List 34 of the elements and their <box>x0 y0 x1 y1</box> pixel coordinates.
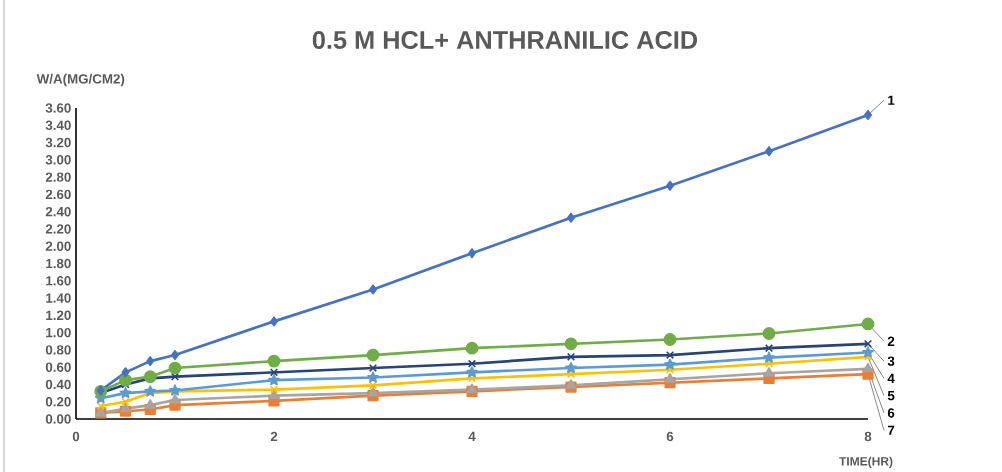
y-tick-label: 0.20 <box>45 397 71 407</box>
y-tick-label: 0.80 <box>45 345 71 355</box>
y-tick-label: 1.60 <box>46 276 71 286</box>
y-tick-label: 2.20 <box>45 224 71 234</box>
x-tick-label: 4 <box>468 431 476 441</box>
series-label: 1 <box>888 95 895 105</box>
y-tick-label: 2.60 <box>45 189 71 200</box>
y-tick-label: 2.00 <box>45 241 71 251</box>
x-tick-label: 6 <box>666 431 674 442</box>
y-tick-label: 1.00 <box>46 327 71 338</box>
x-tick-label: 0 <box>72 431 80 442</box>
y-tick-label: 0.60 <box>45 362 71 372</box>
y-axis-title: W/A(MG/CM2) <box>36 73 125 87</box>
chart-title: 0.5 M HCL+ ANTHRANILIC ACID <box>312 31 698 49</box>
text: 7 <box>887 425 895 435</box>
y-tick-label: 3.60 <box>45 103 71 113</box>
x-axis-title: TIME(HR) <box>839 456 893 468</box>
y-tick-label: 0.00 <box>45 414 71 424</box>
series-label: 2 <box>887 336 895 346</box>
y-tick-label: 3.20 <box>45 137 71 148</box>
text: 5 <box>887 391 895 401</box>
y-tick-label: 2.40 <box>45 206 71 217</box>
y-tick-label: 1.80 <box>46 258 71 269</box>
x-tick-label: 8 <box>864 431 872 442</box>
y-tick-label: 1.40 <box>46 293 71 303</box>
y-tick-label: 3.40 <box>45 120 71 131</box>
y-tick-label: 0.40 <box>45 379 71 390</box>
text: 6 <box>887 408 895 418</box>
y-tick-label: 3.00 <box>45 155 71 165</box>
y-tick-label: 2.80 <box>45 172 71 182</box>
x-tick-label: 2 <box>270 431 278 442</box>
y-tick-label: 1.20 <box>46 310 71 321</box>
series-label: 3 <box>887 356 895 366</box>
series-label: 4 <box>887 373 895 383</box>
